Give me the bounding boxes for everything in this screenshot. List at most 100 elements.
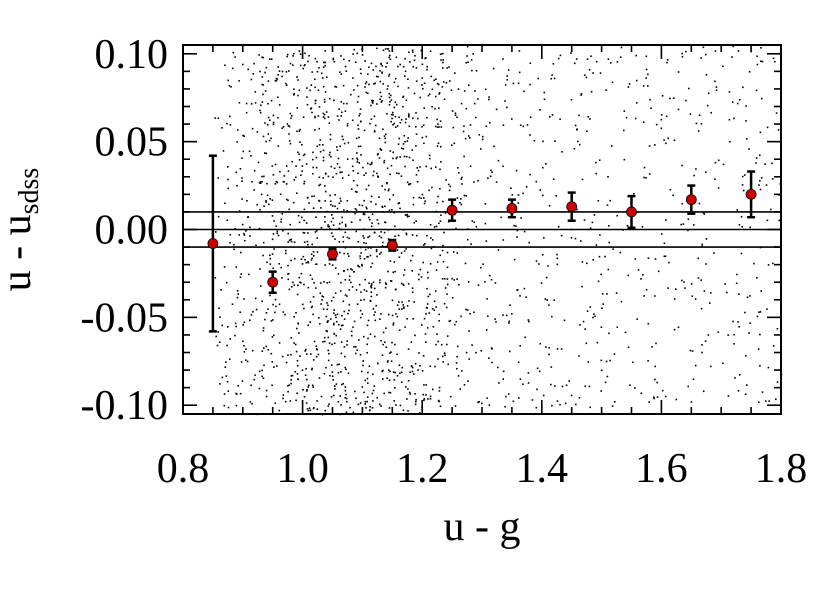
scatter-point	[470, 59, 473, 61]
scatter-point	[364, 82, 367, 85]
scatter-point	[274, 311, 276, 314]
scatter-point	[449, 185, 452, 188]
scatter-point	[316, 145, 318, 148]
scatter-point	[502, 370, 505, 373]
scatter-point	[660, 114, 663, 116]
scatter-point	[319, 183, 322, 186]
scatter-point	[551, 114, 554, 116]
scatter-point	[332, 394, 335, 397]
scatter-point	[260, 285, 262, 287]
scatter-point	[291, 115, 293, 117]
scatter-point	[710, 365, 712, 368]
scatter-point	[415, 174, 418, 176]
scatter-point	[277, 116, 279, 119]
scatter-point	[758, 184, 760, 186]
scatter-point	[340, 200, 342, 202]
scatter-point	[437, 358, 439, 360]
scatter-point	[552, 63, 555, 65]
binned-mean-markers	[207, 188, 757, 288]
scatter-point	[714, 178, 716, 180]
scatter-point	[624, 331, 627, 334]
scatter-point	[539, 342, 542, 345]
scatter-point	[342, 324, 344, 327]
scatter-point	[707, 92, 710, 95]
scatter-point	[269, 254, 271, 257]
scatter-point	[627, 86, 630, 88]
scatter-point	[600, 359, 603, 362]
scatter-point	[331, 371, 334, 373]
scatter-point	[394, 126, 397, 128]
scatter-point	[506, 75, 508, 77]
scatter-point	[271, 384, 273, 387]
scatter-point	[348, 303, 351, 306]
scatter-point	[280, 221, 282, 223]
scatter-point	[392, 322, 395, 324]
scatter-point	[317, 115, 320, 117]
scatter-point	[681, 55, 684, 58]
scatter-point	[245, 359, 247, 361]
scatter-point	[362, 364, 364, 367]
scatter-point	[359, 68, 362, 70]
scatter-point	[463, 384, 466, 386]
scatter-point	[239, 276, 242, 278]
scatter-point	[288, 208, 290, 211]
scatter-point	[578, 355, 580, 357]
scatter-point	[300, 174, 302, 176]
scatter-point	[418, 278, 420, 281]
scatter-point	[553, 77, 556, 80]
scatter-point	[341, 383, 343, 386]
scatter-point	[371, 99, 373, 102]
scatter-point	[369, 218, 371, 221]
scatter-point	[416, 167, 418, 169]
scatter-point	[759, 154, 761, 157]
scatter-point	[314, 102, 317, 105]
scatter-point	[666, 61, 668, 64]
scatter-point	[596, 60, 598, 63]
scatter-point	[320, 226, 323, 229]
scatter-point	[727, 395, 730, 397]
scatter-point	[660, 118, 663, 121]
scatter-point	[254, 297, 257, 300]
scatter-point	[249, 226, 251, 229]
scatter-point	[575, 403, 577, 406]
scatter-point	[376, 219, 379, 221]
scatter-point	[303, 232, 306, 234]
scatter-point	[280, 266, 282, 269]
scatter-point	[620, 300, 623, 303]
scatter-point	[340, 73, 343, 75]
scatter-point	[304, 350, 306, 352]
scatter-point	[251, 180, 253, 183]
scatter-point	[529, 83, 531, 86]
scatter-point	[701, 245, 703, 247]
scatter-point	[287, 264, 289, 267]
scatter-point	[478, 400, 480, 403]
scatter-point	[772, 57, 775, 60]
scatter-point	[722, 362, 724, 365]
scatter-point	[320, 207, 322, 209]
scatter-point	[241, 198, 243, 200]
scatter-point	[370, 284, 373, 287]
scatter-point	[578, 114, 580, 117]
scatter-point	[369, 333, 372, 335]
scatter-point	[635, 79, 638, 82]
scatter-point	[338, 223, 341, 225]
scatter-point	[441, 86, 444, 88]
scatter-point	[457, 345, 459, 348]
scatter-point	[465, 107, 468, 110]
scatter-point	[497, 159, 500, 162]
scatter-point	[697, 130, 700, 132]
scatter-point	[357, 95, 360, 98]
scatter-point	[411, 370, 414, 373]
scatter-point	[381, 100, 383, 102]
scatter-point	[305, 402, 308, 404]
scatter-point	[645, 68, 648, 71]
scatter-point	[227, 178, 229, 181]
scatter-point	[350, 188, 353, 190]
scatter-point	[465, 62, 468, 64]
scatter-point	[348, 237, 351, 240]
scatter-point	[363, 237, 365, 239]
scatter-point	[600, 390, 602, 392]
scatter-point	[619, 56, 622, 58]
scatter-point	[375, 304, 377, 307]
scatter-point	[574, 237, 577, 240]
